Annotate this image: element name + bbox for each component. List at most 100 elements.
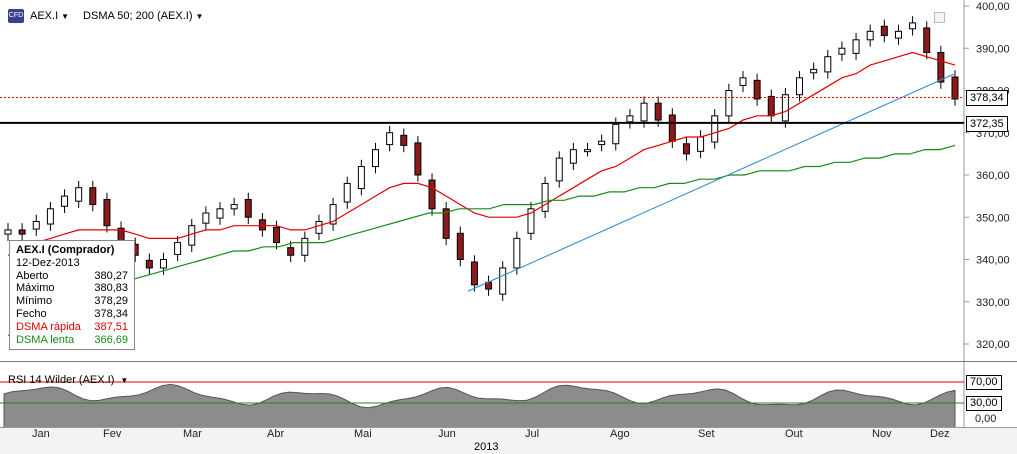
candle-body [810,68,818,74]
rsi-selector[interactable]: RSI 14 Wilder (AEX.I) ▼ [8,374,128,386]
candle-body [89,187,97,206]
candle-body [301,237,309,256]
candle-body [937,51,945,83]
pane-buttons [934,12,945,23]
candle-body [909,22,917,30]
candle-body [442,208,450,239]
candle-body [216,208,224,219]
tooltip-value: 380,83 [94,282,128,295]
rsi-pane[interactable]: RSI 14 Wilder (AEX.I) ▼ 70,00 30,00 0,00 [0,361,1017,428]
candle-body [781,94,789,122]
symbol-label: AEX.I [30,10,59,22]
candle-body [725,90,733,117]
candle-body [569,149,577,164]
candle-body [188,225,196,246]
month-tick: Mar [183,428,202,440]
candle-body [61,195,69,207]
rsi-svg[interactable] [0,362,1017,428]
month-tick: Mai [354,428,372,440]
ohlc-tooltip: AEX.I (Comprador) 12-Dez-2013 Aberto 380,… [9,240,135,350]
month-tick: Jun [438,428,456,440]
candle-body [32,220,40,230]
horizontal-line-tag[interactable]: 372,35 [966,116,1008,132]
chevron-down-icon: ▼ [195,11,204,21]
year-label: 2013 [474,441,499,453]
chevron-down-icon: ▼ [120,376,129,385]
candle-body [711,115,719,143]
symbol-selector[interactable]: CFD AEX.I ▼ [8,9,69,23]
candle-body [499,267,507,295]
candle-body [145,259,153,269]
candle-body [159,259,167,269]
chevron-down-icon: ▼ [61,11,70,21]
candle-body [230,204,238,210]
y-tick-label: 400,00 [976,1,1010,13]
y-tick-label: 340,00 [976,255,1010,267]
month-tick: Fev [103,428,122,440]
candle-body [668,114,676,142]
candle-body [4,229,12,235]
tooltip-value: 378,29 [94,295,128,308]
tooltip-value: 380,27 [94,269,128,282]
candle-body [796,77,804,96]
tooltip-value: 366,69 [94,333,128,346]
indicator-selector[interactable]: DSMA 50; 200 (AEX.I) ▼ [83,10,203,22]
y-tick-label: 320,00 [976,339,1010,351]
rsi-lower-tag: 30,00 [966,396,1002,411]
candle-body [951,76,959,100]
candle-body [315,220,323,234]
candle-body [414,142,422,176]
candle-body [640,102,648,122]
candle-body [923,27,931,53]
y-tick-label: 330,00 [976,297,1010,309]
tooltip-title: AEX.I (Comprador) [16,244,115,256]
candle-body [18,229,26,235]
candle-body [739,77,747,86]
tooltip-value: 387,51 [94,320,128,333]
tooltip-date: 12-Dez-2013 [16,256,80,269]
price-chart-pane[interactable]: 400,00390,00380,00370,00360,00350,00340,… [0,0,1017,361]
month-tick: Dez [930,428,950,440]
tooltip-label: Mínimo [16,295,53,308]
candle-body [682,143,690,155]
month-tick: Out [785,428,803,440]
candle-body [371,149,379,168]
indicator-label: DSMA 50; 200 (AEX.I) [83,10,193,22]
candle-body [654,102,662,121]
candle-body [75,187,83,202]
candle-body [894,30,902,39]
candle-body [838,47,846,55]
month-tick: Jul [525,428,540,440]
candle-body [513,237,521,269]
candle-body [456,232,464,260]
restore-pane-icon[interactable] [934,12,945,23]
candle-body [527,208,535,234]
candle-body [753,79,761,100]
candle-body [174,242,182,255]
month-tick: Abr [267,428,285,440]
candle-body [852,39,860,54]
month-tick: Nov [872,428,892,440]
candle-body [258,219,266,231]
candle-body [202,212,210,224]
candle-body [400,134,408,146]
month-tick: Set [698,428,715,440]
y-tick-label: 360,00 [976,170,1010,182]
time-axis[interactable]: Jan Fev Mar Abr Mai Jun Jul Ago Set Out … [0,427,1017,454]
cfd-icon: CFD [8,9,24,23]
price-chart-svg[interactable]: 400,00390,00380,00370,00360,00350,00340,… [0,0,1017,361]
last-price-tag: 378,34 [966,90,1008,106]
candle-body [697,136,705,152]
rsi-area [3,383,956,428]
candle-body [244,199,252,218]
tooltip-label: DSMA rápida [16,320,81,333]
candle-body [626,115,634,123]
tooltip-label: Máximo [16,282,55,295]
candle-body [428,179,436,210]
candle-body [46,208,54,225]
tooltip-value: 378,34 [94,307,128,320]
candle-body [103,199,111,227]
trend-line [467,73,956,292]
y-tick-label: 390,00 [976,43,1010,55]
candle-body [386,132,394,146]
